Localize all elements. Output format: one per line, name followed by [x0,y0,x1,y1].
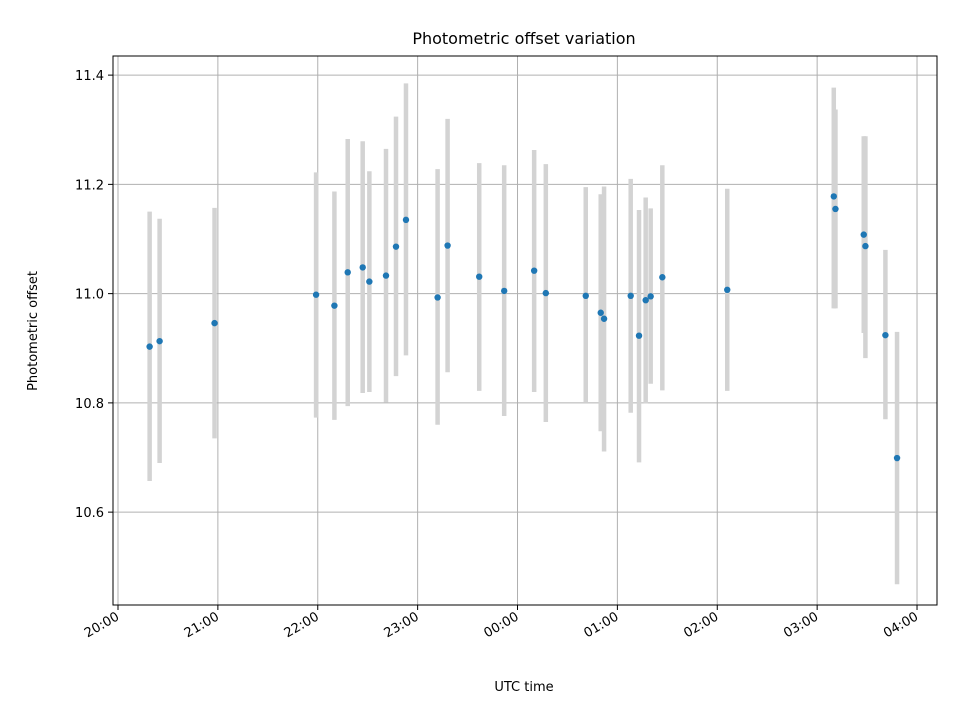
data-point [627,292,634,300]
y-tick-label: 10.6 [75,506,104,521]
x-axis-label: UTC time [494,680,553,695]
data-point [582,292,589,300]
plot-frame [112,55,938,606]
data-point [392,243,400,250]
data-points [146,193,901,462]
data-point [344,269,351,276]
y-tick-label: 11.0 [75,288,104,303]
y-tick-label: 11.4 [75,69,104,84]
data-point [156,337,163,345]
y-axis-label: Photometric offset [26,271,41,391]
data-point [500,287,508,295]
data-point [146,343,153,350]
data-point [600,315,608,322]
y-tick-label: 10.8 [75,397,104,412]
chart-title: Photometric offset variation [412,29,635,48]
data-point [211,319,218,327]
data-point [862,242,869,250]
data-point [530,267,538,274]
data-point [659,274,666,281]
data-point [542,289,550,297]
data-point [647,293,654,300]
data-point [366,278,373,285]
data-point [893,454,901,462]
data-point [444,242,451,249]
y-axis-ticks: 10.6 10.8 11.0 11.2 11.4 [75,69,113,521]
data-point [882,331,889,339]
data-point [724,286,731,294]
data-point [476,273,483,280]
data-point [642,296,649,304]
data-point [402,216,410,224]
data-point [635,332,643,339]
y-tick-label: 11.2 [75,178,104,193]
data-point [382,272,390,279]
data-point [597,309,604,316]
data-point [359,264,366,271]
data-point [830,193,837,200]
data-point [434,294,441,301]
data-point [331,302,338,309]
data-point [832,205,839,213]
data-point [860,231,867,238]
data-point [312,291,320,298]
